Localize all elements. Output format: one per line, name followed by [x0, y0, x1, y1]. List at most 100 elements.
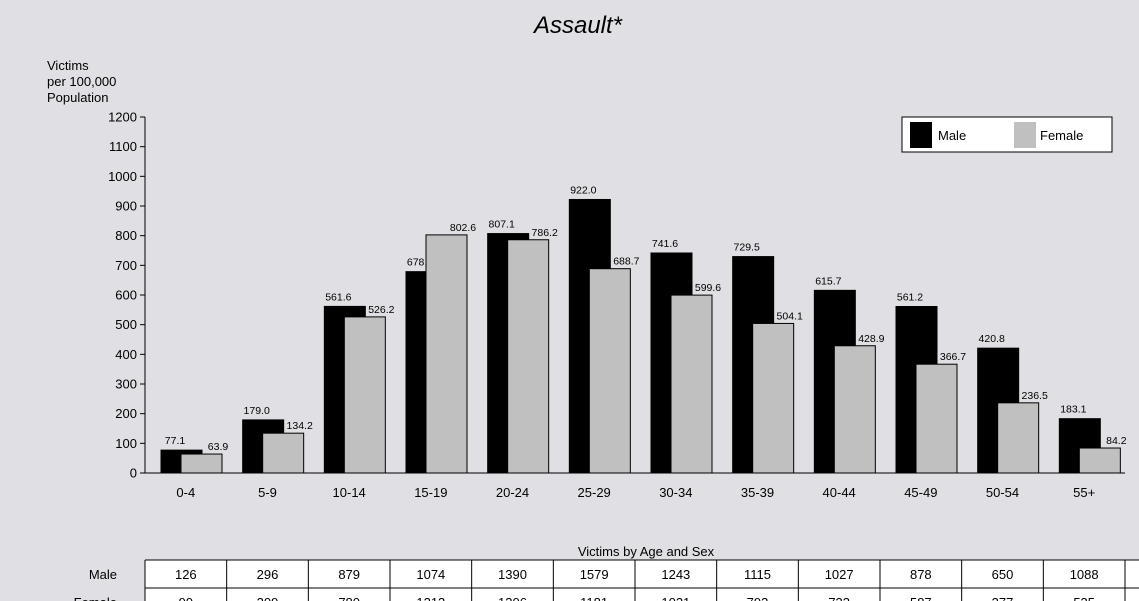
- table-cell: 1213: [416, 595, 445, 601]
- table-cell: 1115: [744, 567, 771, 582]
- y-tick-label: 600: [115, 288, 137, 303]
- data-label-female-10-14: 526.2: [368, 304, 394, 316]
- y-tick-label: 300: [115, 377, 137, 392]
- data-label-male-45-49: 561.2: [897, 292, 923, 304]
- bar-female-35-39: [752, 322, 795, 474]
- table-cell: 126: [175, 567, 197, 582]
- data-label-female-30-34: 599.6: [695, 282, 721, 294]
- data-label-female-15-19: 802.6: [450, 222, 476, 234]
- y-tick-label: 700: [115, 258, 137, 273]
- x-tick-label-0-4: 0-4: [176, 485, 195, 500]
- data-label-male-55+: 183.1: [1060, 404, 1086, 416]
- table-cell: 377: [992, 595, 1014, 601]
- bar-female-55+: [1078, 447, 1121, 474]
- table-cell: 733: [828, 595, 850, 601]
- table-row-label-male: Male: [89, 567, 117, 582]
- y-tick-label: 100: [115, 436, 137, 451]
- data-label-male-10-14: 561.6: [325, 291, 351, 303]
- x-tick-label-40-44: 40-44: [823, 485, 856, 500]
- data-label-female-5-9: 134.2: [287, 420, 313, 432]
- y-axis-label-line-3: Population: [47, 90, 108, 105]
- bar-female-40-44: [833, 345, 876, 474]
- table-cell: 1306: [498, 595, 527, 601]
- bar-female-25-29: [588, 268, 631, 474]
- table-cell: 780: [338, 595, 360, 601]
- bar-female-10-14: [343, 316, 386, 474]
- y-tick-label: 400: [115, 347, 137, 362]
- table-cell: 793: [747, 595, 769, 601]
- table-cell: 1088: [1070, 567, 1099, 582]
- data-label-male-50-54: 420.8: [979, 333, 1005, 345]
- y-tick-label: 1000: [108, 169, 137, 184]
- y-tick-label: 500: [115, 317, 137, 332]
- table-cell: 1021: [661, 595, 690, 601]
- data-label-male-5-9: 179.0: [244, 405, 270, 417]
- y-tick-label: 1200: [108, 110, 137, 125]
- bar-female-30-34: [670, 294, 713, 474]
- table-cell: 99: [179, 595, 193, 601]
- y-axis-label-line-2: per 100,000: [47, 74, 116, 89]
- legend-swatch-female: [1014, 122, 1036, 148]
- x-tick-label-5-9: 5-9: [258, 485, 277, 500]
- data-label-female-20-24: 786.2: [532, 227, 558, 239]
- x-tick-label-20-24: 20-24: [496, 485, 529, 500]
- data-label-male-40-44: 615.7: [815, 275, 841, 287]
- data-label-male-0-4: 77.1: [165, 435, 186, 447]
- x-axis: 0-4 5-9 10-14 15-19 20-24 25-29 30-34 35-39 40-4…: [145, 472, 1125, 500]
- legend-box: [901, 116, 1113, 153]
- table-cell: 1074: [416, 567, 445, 582]
- x-tick-label-30-34: 30-34: [659, 485, 692, 500]
- x-tick-label-25-29: 25-29: [578, 485, 611, 500]
- x-tick-label-10-14: 10-14: [333, 485, 366, 500]
- table-cell: 1390: [498, 567, 527, 582]
- table-cell: 1579: [580, 567, 609, 582]
- legend-label-male: Male: [938, 128, 966, 143]
- data-label-male-35-39: 729.5: [734, 242, 760, 254]
- table-cell: 535: [1073, 595, 1095, 601]
- x-tick-label-50-54: 50-54: [986, 485, 1019, 500]
- table-cell: 1027: [825, 567, 854, 582]
- table-row-label-female: Female: [74, 595, 117, 601]
- legend-swatch-male: [910, 122, 932, 148]
- data-label-male-25-29: 922.0: [570, 184, 596, 196]
- bar-female-5-9: [262, 432, 305, 474]
- y-tick-label: 0: [130, 466, 137, 481]
- data-label-female-25-29: 688.7: [613, 256, 639, 268]
- table-cell: 587: [910, 595, 932, 601]
- x-tick-label-45-49: 45-49: [904, 485, 937, 500]
- table-cell: 296: [257, 567, 279, 582]
- y-tick-label: 1100: [109, 139, 137, 154]
- bar-female-20-24: [507, 239, 550, 474]
- legend: Male Female: [901, 116, 1113, 153]
- x-tick-label-55+: 55+: [1073, 485, 1095, 500]
- x-tick-label-15-19: 15-19: [414, 485, 447, 500]
- bar-female-0-4: [180, 453, 223, 474]
- table-cell: 879: [338, 567, 360, 582]
- y-tick-label: 200: [115, 406, 137, 421]
- bar-female-15-19: [425, 234, 468, 474]
- x-tick-label-35-39: 35-39: [741, 485, 774, 500]
- y-axis: 0 100 200 300 400 500 600 700 800 900 1000 1100 1200: [108, 110, 146, 481]
- bar-female-45-49: [915, 363, 958, 474]
- data-label-female-40-44: 428.9: [858, 333, 884, 345]
- table-cell: 1181: [580, 595, 608, 601]
- table-cell: 650: [992, 567, 1014, 582]
- bar-female-50-54: [997, 402, 1040, 474]
- data-label-female-55+: 84.2: [1106, 435, 1127, 447]
- y-tick-label: 900: [115, 199, 137, 214]
- table-cell: 878: [910, 567, 932, 582]
- table-background: [145, 560, 1139, 601]
- x-axis-label: Victims by Age and Sex: [578, 544, 715, 559]
- data-label-male-20-24: 807.1: [489, 219, 515, 231]
- legend-label-female: Female: [1040, 128, 1083, 143]
- data-label-female-0-4: 63.9: [208, 441, 229, 453]
- table-cell: 209: [257, 595, 279, 601]
- chart-title: Assault*: [532, 12, 623, 39]
- data-label-male-30-34: 741.6: [652, 238, 678, 250]
- y-tick-label: 800: [115, 228, 137, 243]
- data-label-female-35-39: 504.1: [777, 310, 803, 322]
- data-label-female-45-49: 366.7: [940, 351, 966, 363]
